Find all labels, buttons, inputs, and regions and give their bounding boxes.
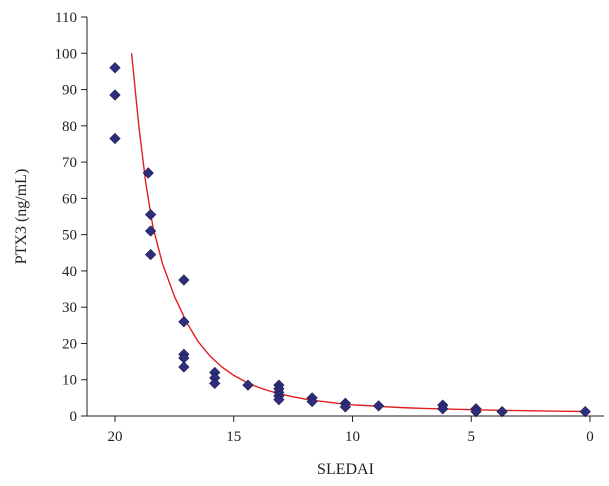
y-tick-label: 110	[55, 10, 77, 26]
data-point	[142, 167, 154, 179]
data-point	[145, 225, 157, 237]
x-tick-label: 0	[586, 429, 594, 445]
data-point	[109, 132, 121, 145]
plot-area	[109, 53, 591, 418]
data-points-layer	[109, 62, 591, 418]
y-tick-label: 20	[62, 336, 77, 352]
y-axis-ticks: 0 10 20 30 40 50 60 70 80 90 100 110	[55, 10, 87, 425]
data-point	[242, 379, 254, 391]
fit-curve	[130, 53, 591, 413]
y-tick-label: 50	[62, 228, 77, 244]
x-axis-title: SLEDAI	[317, 461, 374, 478]
x-axis-ticks: 20 15 10 5 0	[108, 416, 594, 445]
data-point	[470, 406, 482, 418]
data-point	[339, 401, 351, 413]
y-tick-label: 70	[62, 155, 77, 171]
y-axis-title: PTX3 (ng/mL)	[13, 169, 30, 265]
data-point	[109, 62, 121, 74]
y-tick-label: 90	[62, 83, 77, 99]
data-point	[373, 400, 385, 412]
data-point	[109, 89, 121, 101]
data-point	[579, 406, 591, 418]
data-point	[209, 377, 221, 389]
y-tick-label: 30	[62, 300, 77, 316]
data-point	[145, 209, 157, 221]
x-tick-label: 5	[468, 429, 476, 445]
y-tick-label: 60	[62, 191, 77, 207]
data-point	[306, 395, 318, 408]
data-point	[273, 394, 285, 406]
x-tick-label: 10	[345, 429, 360, 445]
y-tick-label: 10	[62, 373, 77, 389]
y-tick-label: 100	[55, 46, 78, 62]
data-point	[437, 403, 449, 415]
data-point	[145, 248, 157, 261]
x-tick-label: 20	[108, 429, 123, 445]
y-tick-label: 40	[62, 264, 77, 280]
data-point	[496, 406, 508, 418]
y-tick-label: 80	[62, 119, 77, 135]
data-point	[178, 316, 190, 328]
y-tick-label: 0	[70, 409, 78, 425]
data-point	[178, 274, 190, 286]
x-tick-label: 15	[226, 429, 241, 445]
fit-curve-layer	[130, 53, 591, 413]
data-point	[178, 361, 190, 373]
